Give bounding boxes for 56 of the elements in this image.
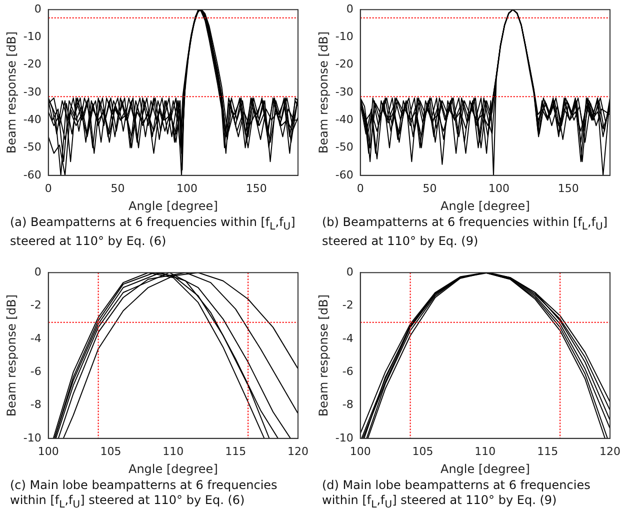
x-tick-label: 150 [246, 182, 267, 195]
y-axis-title: Beam response [dB] [316, 294, 330, 417]
y-tick-label: -40 [335, 112, 354, 126]
x-tick-label: 150 [558, 182, 579, 195]
y-tick-label: -10 [23, 30, 42, 44]
x-tick-label: 0 [356, 182, 364, 195]
y-tick-label: -4 [342, 332, 354, 345]
x-tick-label: 120 [288, 444, 308, 458]
y-tick-label: -30 [335, 85, 354, 98]
y-tick-label: -10 [335, 431, 354, 444]
x-tick-label: 50 [422, 182, 437, 195]
y-tick-label: -30 [23, 85, 42, 98]
y-tick-label: -40 [23, 112, 42, 126]
x-axis-title: Angle [degree] [440, 198, 530, 213]
x-tick-label: 115 [537, 444, 558, 458]
x-tick-label: 100 [488, 182, 510, 195]
x-axis-title: Angle [degree] [440, 462, 530, 476]
y-tick-label: -8 [30, 398, 42, 412]
y-tick-label: -2 [30, 298, 42, 312]
y-tick-label: -10 [23, 431, 42, 444]
y-tick-label: -8 [342, 398, 354, 412]
y-tick-label: -10 [335, 30, 354, 44]
y-tick-label: -2 [342, 298, 354, 312]
x-tick-label: 0 [44, 182, 52, 195]
x-tick-label: 105 [100, 444, 122, 458]
y-tick-label: 0 [34, 2, 42, 16]
x-tick-label: 105 [412, 444, 434, 458]
y-tick-label: -20 [23, 58, 42, 71]
y-tick-label: -6 [30, 364, 42, 378]
x-tick-label: 120 [600, 444, 620, 458]
y-tick-label: -4 [30, 332, 42, 345]
x-axis-title: Angle [degree] [128, 462, 218, 476]
y-axis-title: Beam response [dB] [316, 31, 330, 154]
y-tick-label: -60 [23, 168, 42, 182]
x-tick-label: 110 [162, 444, 184, 458]
y-tick-label: -20 [335, 58, 354, 71]
text: (b) Beampatterns at 6 frequencies within [f$_{L}$,f$_{U}$] steered at 110° by Eq. (9) [322, 215, 608, 248]
text: (a) Beampatterns at 6 frequencies within [f$_{L}$,f$_{U}$] steered at 110° by Eq. (6) [10, 215, 296, 248]
x-tick-label: 50 [110, 182, 125, 195]
x-axis-title: Angle [degree] [128, 198, 218, 213]
y-axis-title: Beam response [dB] [4, 294, 18, 417]
x-tick-label: 100 [176, 182, 198, 195]
x-tick-label: 100 [38, 444, 59, 458]
text: (c) Main lobe beampatterns at 6 frequencies within [f$_{L}$,f$_{U}$] steered at 110° by Eq. (6) [9, 478, 278, 512]
y-axis-title: Beam response [dB] [4, 31, 18, 154]
y-tick-label: 0 [346, 265, 354, 278]
text: (d) Main lobe beampatterns at 6 frequencies within [f$_{L}$,f$_{U}$] steered at 110° by Eq. (9) [321, 478, 592, 512]
x-tick-label: 110 [474, 444, 496, 458]
x-tick-label: 100 [350, 444, 371, 458]
y-tick-label: 0 [346, 2, 354, 16]
y-tick-label: 0 [34, 265, 42, 278]
y-tick-label: -50 [23, 140, 42, 154]
y-tick-label: -60 [335, 168, 354, 182]
x-tick-label: 115 [225, 444, 246, 458]
y-tick-label: -6 [342, 364, 354, 378]
y-tick-label: -50 [335, 140, 354, 154]
